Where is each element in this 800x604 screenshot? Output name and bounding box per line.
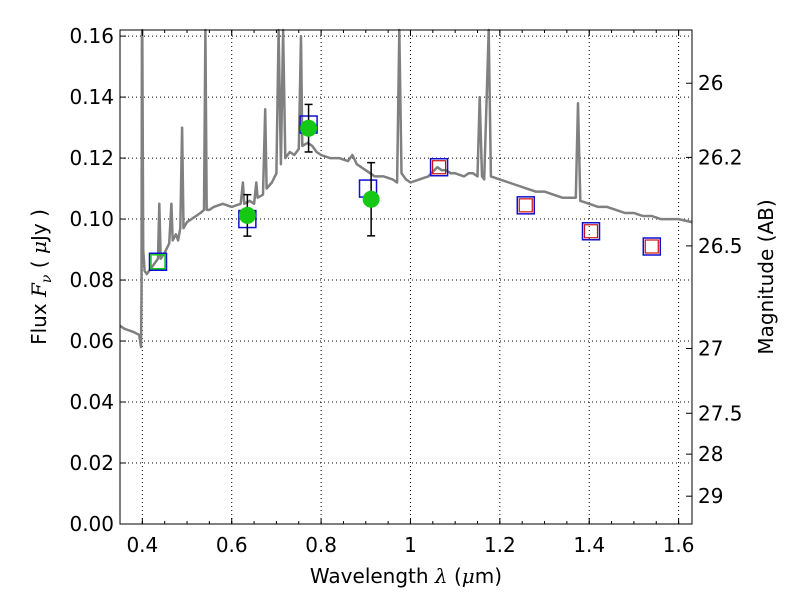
x-axis-label-symbol: λ [434,564,454,588]
y2-tick-label: 28 [698,442,723,466]
x-tick-label: 0.8 [305,533,337,557]
label-layer: 0.4 0.6 0.8 1 1.2 1.4 1.6 0.00 0.02 0.04 0.06 0.08 0… [27,24,778,588]
y-tick-label: 0.08 [69,268,114,292]
model-spectrum-line [119,28,693,349]
synthetic-photometry-point [148,252,168,272]
x-axis-label-text: Wavelength [310,564,435,588]
synthetic-photometry-point [581,222,601,241]
synthetic-photometry-point [429,157,449,177]
y-tick-label: 0.14 [69,85,114,109]
upper-limit-point [583,224,599,239]
y-tick-label: 0.02 [69,451,114,475]
y-axis-label: Flux Fν ( μJy ) [27,209,55,345]
observed-photometry-point [238,206,256,224]
x-axis-label-unit-rest: m) [475,564,502,588]
tick-layer [120,30,692,525]
x-tick-label: 0.4 [126,533,158,557]
y2-tick-label: 29 [698,484,723,508]
x-tick-label: 1.4 [573,533,605,557]
y2-tick-label: 27 [698,337,723,361]
y-tick-label: 0.06 [69,329,114,353]
green-square-point [150,254,166,270]
y-axis-label-unit-mu: μ [27,241,51,254]
spectrum-layer [119,28,693,349]
y-axis-label-text: Flux [27,297,51,345]
observed-photometry-point [362,190,380,208]
plot-frame [119,29,693,525]
y2-axis-label: Magnitude (AB) [754,199,778,354]
y2-tick-label: 27.5 [698,401,743,425]
y-axis-label-subscript: ν [39,274,55,283]
upper-limit-point [644,239,659,254]
x-axis-label-unit-open: ( [454,564,462,588]
grid-layer [120,30,692,524]
y2-tick-label: 26 [698,71,723,95]
y-axis-label-symbol: F [27,282,51,298]
x-tick-label: 1.2 [484,533,516,557]
marker-layer [148,103,662,272]
upper-limit-point [518,198,533,213]
y-axis-label-unit-open: ( [27,254,51,275]
x-axis-label-unit-mu: μ [462,564,475,588]
synthetic-photometry-point [516,196,536,215]
y-tick-label: 0.04 [69,390,114,414]
y2-tick-label: 26.5 [698,234,743,258]
x-tick-label: 0.6 [216,533,248,557]
y-tick-label: 0.16 [69,24,114,48]
y-axis-label-unit-rest: Jy ) [27,209,51,243]
y-tick-label: 0.12 [69,146,114,170]
x-tick-label: 1.6 [663,533,695,557]
y-tick-label: 0.00 [69,512,114,536]
y2-tick-label: 26.2 [698,145,743,169]
x-tick-label: 1 [404,533,417,557]
upper-limit-point [431,160,447,175]
x-axis-label: Wavelength λ (μm) [310,564,502,588]
y-tick-label: 0.10 [69,207,114,231]
observed-photometry-point [300,119,318,137]
synthetic-photometry-point [642,237,662,256]
